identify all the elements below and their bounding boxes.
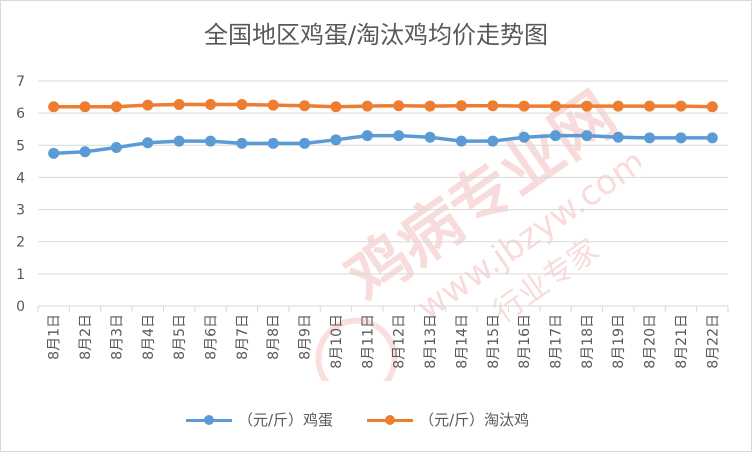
x-tick-label: 8月8日 [266,314,282,360]
data-point [361,130,373,142]
data-point [550,100,561,112]
legend-item-hen: （元/斤）淘汰鸡 [367,409,529,430]
x-tick-label: 8月10日 [329,314,345,369]
x-tick-label: 8月2日 [78,314,94,360]
series-line [53,133,713,156]
x-tick-label: 8月12日 [392,314,408,369]
x-tick-label: 8月19日 [611,314,627,369]
data-point [330,134,342,146]
x-tick-label: 8月16日 [517,314,533,369]
data-point [236,137,248,149]
series-hen [48,98,718,113]
data-point [455,135,467,147]
data-point [48,147,60,159]
legend-label-hen: （元/斤）淘汰鸡 [419,411,530,429]
data-point [518,131,530,143]
data-point [518,100,530,112]
data-point [79,146,91,158]
x-tick-label: 8月17日 [549,314,565,369]
x-tick-label: 8月5日 [172,314,188,360]
x-tick-label: 8月21日 [674,314,690,369]
data-point [675,132,687,144]
data-point [455,100,467,112]
series-line [53,102,713,109]
y-tick-label: 4 [16,170,25,186]
data-point [487,135,499,147]
x-tick-label: 8月4日 [141,314,157,360]
data-point [550,130,561,142]
data-point [142,99,154,111]
data-point [424,100,436,112]
data-point [644,100,656,112]
x-tick-label: 8月3日 [109,314,125,360]
y-tick-label: 7 [16,74,25,90]
x-tick-label: 8月13日 [423,314,439,369]
data-point [644,132,656,144]
data-point [361,100,373,112]
data-point [173,98,185,110]
x-tick-label: 8月15日 [486,314,502,369]
chart-title: 全国地区鸡蛋/淘汰鸡均价走势图 [203,21,549,49]
data-point [299,100,311,112]
data-point [612,131,624,143]
x-tick-label: 8月9日 [298,314,314,360]
x-tick-label: 8月1日 [47,314,63,360]
data-point [581,130,593,142]
x-tick-label: 8月20日 [643,314,659,369]
data-point [581,100,593,112]
y-tick-label: 1 [16,267,25,283]
y-tick-label: 5 [16,138,25,154]
legend: （元/斤）鸡蛋 （元/斤）淘汰鸡 [186,409,529,430]
x-tick-label: 8月14日 [454,314,470,369]
data-point [110,101,122,113]
data-point [299,137,311,149]
data-point [236,98,248,110]
x-tick-label: 8月11日 [360,314,376,369]
x-tick-label: 8月7日 [235,314,251,360]
data-point [487,100,499,112]
data-point [675,100,687,112]
x-tick-label: 8月6日 [204,314,220,360]
data-point [706,132,718,144]
data-point [706,101,718,113]
x-tick-label: 8月18日 [580,314,596,369]
data-point [79,101,91,113]
data-point [205,135,216,147]
data-point [330,101,342,113]
y-tick-label: 6 [16,106,25,122]
data-point [424,131,436,143]
legend-label-egg: （元/斤）鸡蛋 [238,411,334,429]
y-tick-label: 2 [16,235,25,251]
series-egg [48,130,718,159]
legend-item-egg: （元/斤）鸡蛋 [186,409,333,430]
y-tick-label: 3 [16,203,25,219]
data-point [48,101,60,113]
data-point [612,100,624,112]
x-tick-label: 8月22日 [705,314,721,369]
data-point [393,100,405,112]
series-layer [48,98,718,159]
gridlines [38,80,728,307]
data-point [267,99,279,111]
data-point [267,137,279,149]
data-point [173,135,185,147]
y-tick-label: 0 [16,299,25,315]
legend-swatch-hen [367,414,414,426]
data-point [393,130,405,142]
data-point [142,137,154,149]
data-point [205,98,216,110]
data-point [110,142,122,154]
legend-swatch-egg [186,414,232,426]
y-axis: 0 1 2 3 4 5 6 7 [16,74,25,315]
x-axis: 8月1日 8月2日 8月3日 8月4日 8月5日 8月6日 8月7日 8月8日 8月9日 8月10… [37,305,729,369]
